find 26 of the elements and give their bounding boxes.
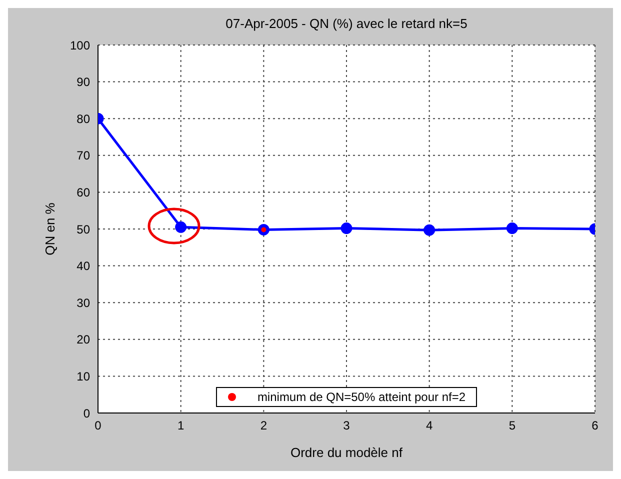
y-tick-label: 10 [76, 369, 90, 384]
y-tick-label: 50 [76, 222, 90, 236]
y-tick-label: 30 [76, 296, 90, 310]
y-tick-label: 0 [83, 406, 90, 420]
chart-title: 07-Apr-2005 - QN (%) avec le retard nk=5 [224, 16, 468, 31]
x-tick-label: 0 [94, 418, 102, 433]
y-axis-title: QN en % [42, 202, 58, 256]
point [340, 222, 352, 234]
x-tick-label: 4 [426, 418, 433, 433]
x-tick-label: 3 [343, 418, 350, 433]
legend-label: minimum de QN=50% atteint pour nf=2 [257, 390, 466, 404]
y-tick-label: 90 [76, 75, 90, 90]
point [506, 222, 518, 234]
y-tick-label: 60 [76, 185, 90, 200]
y-tick-label: 40 [76, 259, 90, 274]
x-axis-title: Ordre du modèle nf [290, 445, 403, 460]
x-tick-label: 5 [508, 418, 516, 433]
y-tick-label: 70 [76, 148, 90, 163]
y-tick-label: 80 [76, 112, 90, 126]
point [175, 221, 187, 233]
x-tick-label: 2 [260, 418, 268, 433]
x-tick-label: 1 [177, 418, 184, 433]
x-tick-label: 6 [592, 418, 599, 433]
point [424, 224, 436, 236]
y-tick-label: 20 [76, 332, 90, 347]
y-tick-label: 100 [70, 38, 90, 52]
